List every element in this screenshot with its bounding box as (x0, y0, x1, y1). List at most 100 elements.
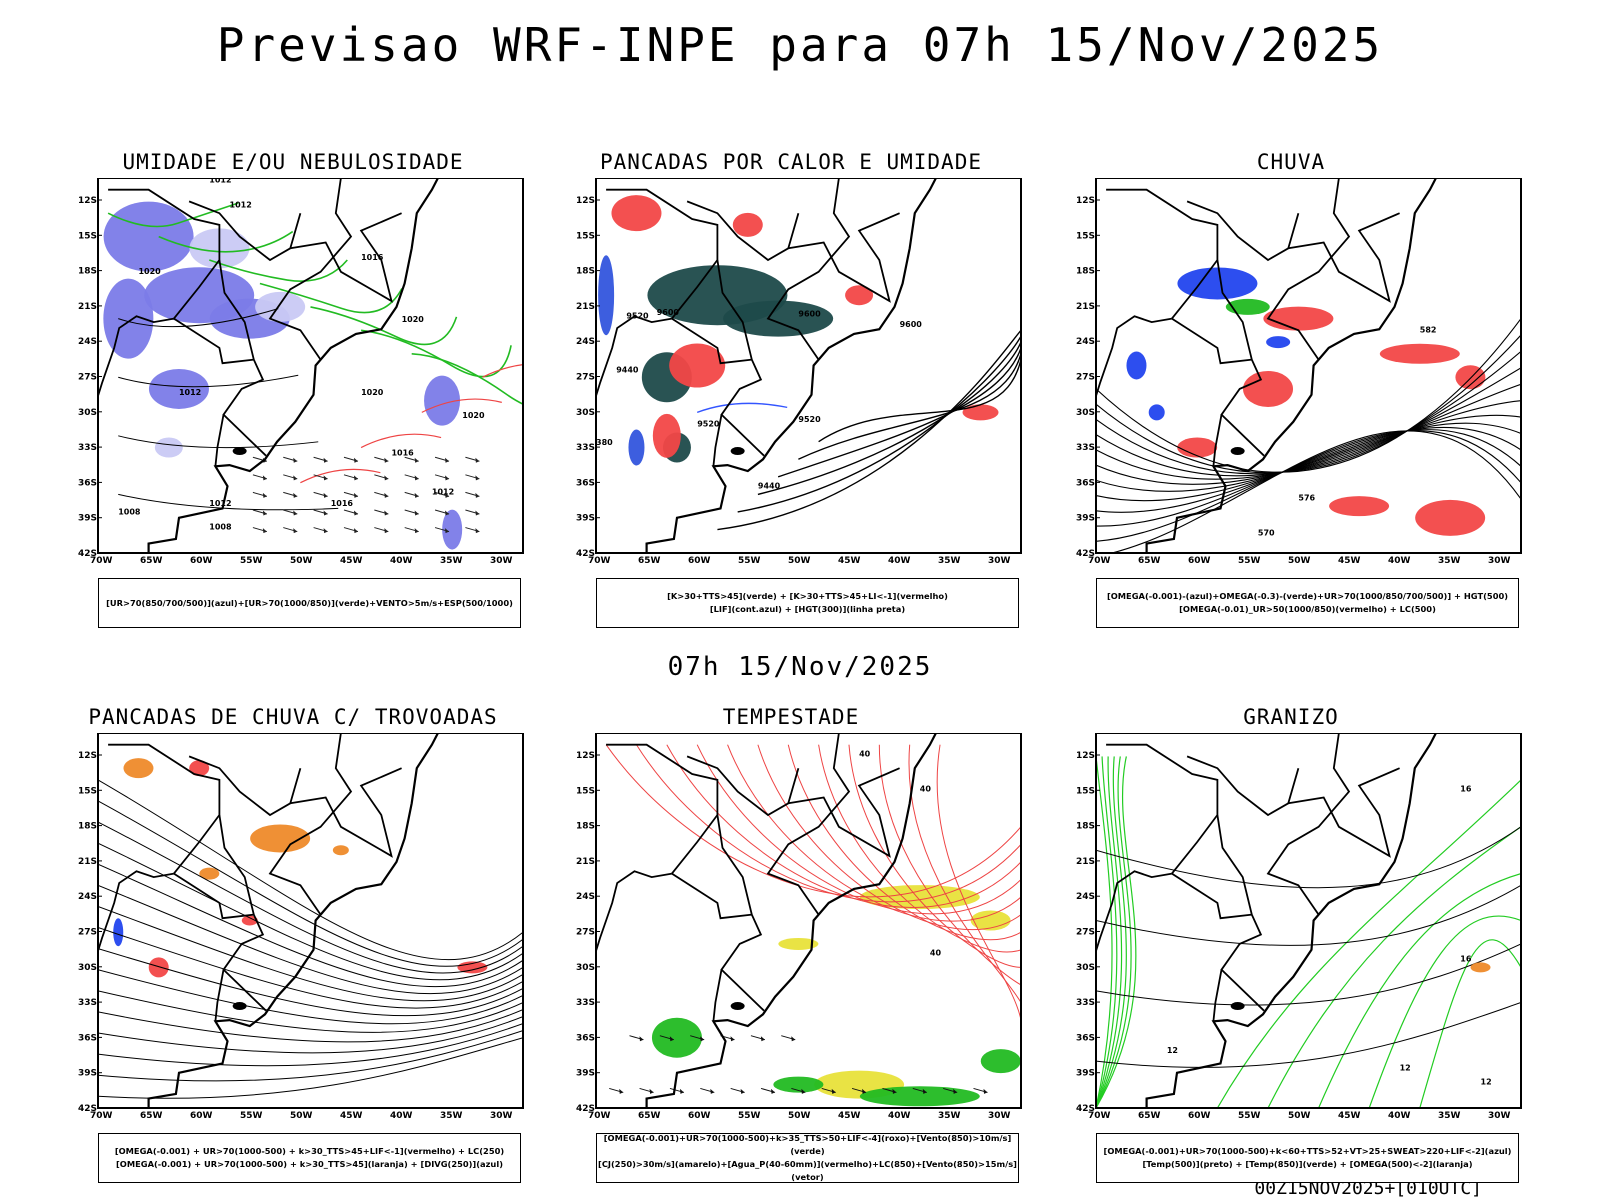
lat-tick-label: 15S (1076, 786, 1095, 796)
contour-label: 12 (1167, 1046, 1178, 1055)
contour-label: 9440 (616, 366, 639, 375)
lat-tick-label: 12S (78, 196, 97, 206)
lon-tick-label: 65W (638, 1111, 661, 1121)
lon-tick-label: 30W (1488, 1111, 1511, 1121)
lat-tick-label: 24S (576, 337, 595, 347)
legend-line: [OMEGA(-0.001) + UR>70(1000-500) + k>30_… (114, 1146, 505, 1156)
lat-tick-label: 21S (576, 857, 595, 867)
lat-tick-label: 27S (576, 373, 595, 383)
lat-tick-label: 30S (576, 408, 595, 418)
lat-tick-label: 27S (576, 928, 595, 938)
contour-label: 1008 (118, 507, 141, 516)
run-stamp: 00Z15NOV2025+[010UTC] (1254, 1178, 1482, 1199)
contour-label: 9440 (758, 482, 781, 491)
contour-label: 12 (1481, 1078, 1492, 1087)
panel-granizo: GRANIZO 12 12 16 16 12 12S 15S 18S 21S 24S 27S 30S 33… (1056, 705, 1526, 1200)
lat-tick-label: 42S (576, 549, 595, 559)
contour-label: 9520 (626, 312, 649, 321)
lat-tick-label: 39S (576, 1069, 595, 1079)
lat-tick-label: 21S (576, 302, 595, 312)
lat-tick-label: 18S (78, 822, 97, 832)
lon-tick-label: 55W (738, 1111, 761, 1121)
contour-label: 1012 (179, 388, 201, 397)
lon-tick-label: 50W (290, 556, 313, 566)
lat-tick-label: 21S (1076, 302, 1095, 312)
lat-tick-label: 36S (1076, 1033, 1095, 1043)
lat-tick-label: 12S (1076, 751, 1095, 761)
lat-tick-label: 42S (78, 549, 97, 559)
lat-tick-label: 24S (78, 337, 97, 347)
lon-tick-label: 50W (788, 1111, 811, 1121)
lon-tick-label: 60W (190, 1111, 213, 1121)
lon-tick-label: 70W (1088, 1111, 1111, 1121)
lon-tick-label: 50W (1288, 1111, 1311, 1121)
forecast-map: 1012 1012 1016 1020 1020 1012 1020 1016 1012 1008… (78, 178, 524, 566)
contour-label: 9600 (657, 308, 680, 317)
lat-tick-label: 18S (576, 267, 595, 277)
lon-tick-label: 65W (140, 1111, 163, 1121)
lon-tick-label: 65W (1138, 1111, 1161, 1121)
legend-box: [UR>70(850/700/500)](azul)+[UR>70(1000/8… (98, 578, 521, 628)
contour-label: 1008 (209, 523, 232, 532)
panel-chuva: CHUVA 582 576 570 12S 15S 18S 21S 24S 27S 30S 33S 36… (1056, 150, 1526, 645)
lon-tick-label: 50W (1288, 556, 1311, 566)
contour-label: 40 (859, 749, 871, 758)
lat-tick-label: 39S (1076, 514, 1095, 524)
lon-tick-label: 70W (90, 556, 113, 566)
lat-tick-label: 18S (1076, 822, 1095, 832)
lat-tick-label: 15S (1076, 231, 1095, 241)
legend-line: [K>30+TTS>45](verde) + [K>30+TTS>45+LI<-… (667, 591, 948, 601)
lat-tick-label: 27S (78, 373, 97, 383)
legend-line: [OMEGA(-0.001) + UR>70(1000-500) + k>30_… (116, 1159, 503, 1169)
panel-title: CHUVA (1256, 150, 1326, 174)
lat-tick-label: 15S (78, 786, 97, 796)
lon-tick-label: 40W (888, 556, 911, 566)
panel-title: PANCADAS DE CHUVA C/ TROVOADAS (88, 705, 498, 729)
panel-tempestade: TEMPESTADE 40 40 40 12S 15S 18S 21S 24S 27S 30S 33S… (556, 705, 1026, 1200)
lon-tick-label: 35W (1438, 1111, 1461, 1121)
lon-tick-label: 35W (938, 1111, 961, 1121)
lat-tick-label: 39S (78, 514, 97, 524)
lon-tick-label: 40W (1388, 1111, 1411, 1121)
lon-tick-label: 40W (390, 556, 413, 566)
lon-tick-label: 55W (240, 1111, 263, 1121)
contour-label: 16 (1460, 785, 1472, 794)
contour-label: 9520 (798, 415, 821, 424)
lat-tick-label: 36S (576, 1033, 595, 1043)
lon-tick-label: 50W (788, 556, 811, 566)
lon-tick-label: 30W (490, 1111, 513, 1121)
panel-pancadas-trovoadas: PANCADAS DE CHUVA C/ TROVOADAS 12S 15S 18S 2… (58, 705, 528, 1200)
contour-label: 1012 (209, 178, 231, 185)
lat-tick-label: 42S (78, 1104, 97, 1114)
lat-tick-label: 12S (1076, 196, 1095, 206)
lon-tick-label: 65W (1138, 556, 1161, 566)
lat-tick-label: 21S (1076, 857, 1095, 867)
lon-tick-label: 45W (1338, 556, 1361, 566)
lat-tick-label: 30S (78, 408, 97, 418)
lat-tick-label: 33S (1076, 998, 1095, 1008)
lat-tick-label: 21S (78, 302, 97, 312)
contour-label: 380 (596, 438, 613, 447)
lon-tick-label: 45W (340, 1111, 363, 1121)
lat-tick-label: 30S (576, 963, 595, 973)
forecast-map: 40 40 40 12S 15S 18S 21S 24S 27S 30S 33S 36S 39S 42S7… (576, 733, 1022, 1121)
legend-box: [OMEGA(-0.001)+UR>70(1000-500)+k>35_TTS>… (596, 1133, 1019, 1183)
lat-tick-label: 18S (78, 267, 97, 277)
contour-label: 1020 (462, 411, 485, 420)
legend-box: [OMEGA(-0.001) + UR>70(1000-500) + k>30_… (98, 1133, 521, 1183)
lat-tick-label: 12S (576, 196, 595, 206)
lat-tick-label: 24S (78, 892, 97, 902)
lat-tick-label: 42S (1076, 1104, 1095, 1114)
lat-tick-label: 18S (1076, 267, 1095, 277)
lon-tick-label: 35W (938, 556, 961, 566)
lat-tick-label: 33S (576, 998, 595, 1008)
contour-label: 9520 (697, 419, 720, 428)
lat-tick-label: 33S (576, 443, 595, 453)
lat-tick-label: 33S (78, 998, 97, 1008)
lon-tick-label: 40W (888, 1111, 911, 1121)
panel-title: GRANIZO (1243, 705, 1339, 729)
contour-label: 1020 (361, 388, 384, 397)
forecast-time-title: 07h 15/Nov/2025 (667, 652, 933, 682)
lon-tick-label: 60W (1188, 1111, 1211, 1121)
lon-tick-label: 65W (638, 556, 661, 566)
